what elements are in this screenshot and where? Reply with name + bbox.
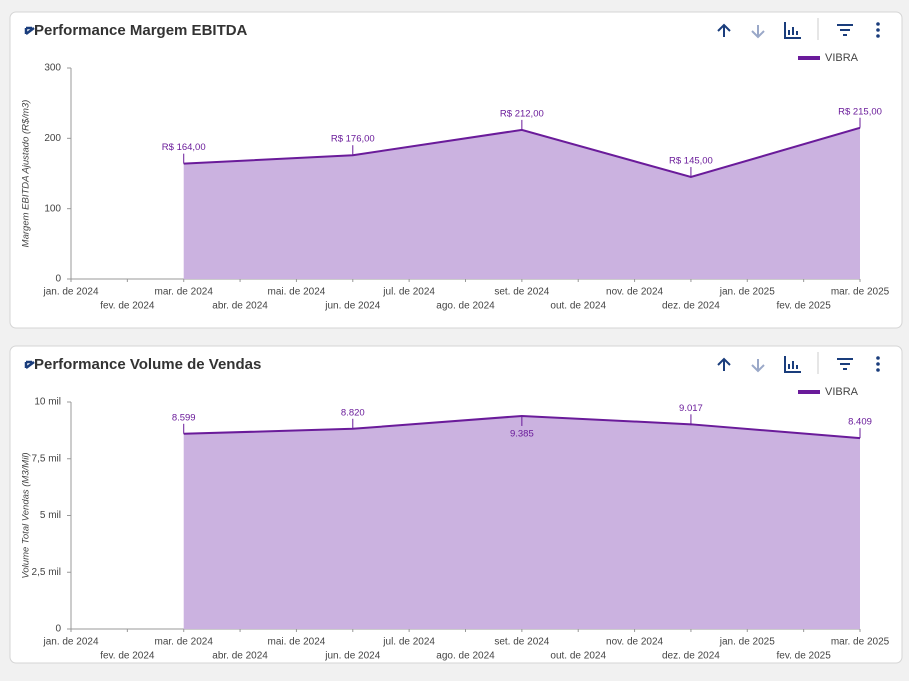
x-tick-label: fev. de 2024 bbox=[100, 301, 155, 312]
icon-chart[interactable] bbox=[784, 356, 801, 373]
y-tick-label: 100 bbox=[44, 203, 61, 214]
area bbox=[183, 127, 860, 280]
icon-back[interactable] bbox=[24, 360, 35, 369]
toolbar bbox=[24, 352, 880, 374]
x-tick-label: fev. de 2024 bbox=[100, 651, 155, 662]
data-label: R$ 215,00 bbox=[838, 106, 882, 117]
x-tick-label: mar. de 2024 bbox=[155, 637, 214, 648]
icon-drill-down[interactable] bbox=[751, 25, 765, 39]
x-tick-label: set. de 2024 bbox=[494, 287, 549, 298]
chart-title: Performance Volume de Vendas bbox=[34, 356, 261, 373]
x-tick-label: mar. de 2025 bbox=[831, 637, 890, 648]
x-tick-label: jan. de 2024 bbox=[42, 287, 98, 298]
icon-menu-dot[interactable] bbox=[876, 362, 880, 366]
icon-menu-dot[interactable] bbox=[876, 28, 880, 32]
y-axis-title: Volume Total Vendas (M3/Mil) bbox=[21, 452, 32, 578]
x-tick-label: fev. de 2025 bbox=[776, 651, 831, 662]
icon-drill-down[interactable] bbox=[751, 359, 765, 373]
icon-drill-up[interactable] bbox=[717, 357, 731, 371]
x-tick-label: mar. de 2025 bbox=[831, 287, 890, 298]
data-label: 9.017 bbox=[679, 403, 703, 414]
x-tick-label: jun. de 2024 bbox=[324, 301, 380, 312]
x-tick-label: jan. de 2025 bbox=[719, 637, 775, 648]
icon-filter[interactable] bbox=[837, 358, 853, 370]
x-tick-label: jan. de 2025 bbox=[719, 287, 775, 298]
x-tick-label: out. de 2024 bbox=[550, 301, 606, 312]
chart-title: Performance Margem EBITDA bbox=[34, 22, 248, 39]
y-axis-title: Margem EBITDA Ajustado (R$/m3) bbox=[21, 100, 32, 248]
area bbox=[183, 415, 860, 629]
x-tick-label: ago. de 2024 bbox=[436, 301, 495, 312]
x-tick-label: nov. de 2024 bbox=[606, 637, 664, 648]
x-tick-label: jun. de 2024 bbox=[324, 651, 380, 662]
x-tick-label: mai. de 2024 bbox=[268, 637, 326, 648]
y-tick-label: 0 bbox=[55, 624, 61, 635]
x-tick-label: jul. de 2024 bbox=[382, 287, 435, 298]
x-tick-label: fev. de 2025 bbox=[776, 301, 831, 312]
data-label: 9.385 bbox=[510, 428, 534, 439]
y-tick-label: 0 bbox=[55, 274, 61, 285]
x-tick-label: dez. de 2024 bbox=[662, 301, 720, 312]
x-tick-label: dez. de 2024 bbox=[662, 651, 720, 662]
y-tick-label: 7,5 mil bbox=[32, 453, 61, 464]
icon-menu-dot[interactable] bbox=[876, 368, 880, 372]
y-tick-label: 10 mil bbox=[34, 397, 61, 408]
icon-menu-dot[interactable] bbox=[876, 34, 880, 38]
data-label: R$ 176,00 bbox=[331, 134, 375, 145]
y-tick-label: 5 mil bbox=[40, 510, 61, 521]
x-tick-label: jul. de 2024 bbox=[382, 637, 435, 648]
x-tick-label: abr. de 2024 bbox=[212, 651, 268, 662]
toolbar bbox=[24, 18, 880, 40]
legend-label: VIBRA bbox=[825, 52, 859, 64]
y-tick-label: 2,5 mil bbox=[32, 567, 61, 578]
legend-swatch bbox=[798, 390, 820, 394]
legend-swatch bbox=[798, 56, 820, 60]
data-label: 8.599 bbox=[172, 412, 196, 423]
icon-menu-dot[interactable] bbox=[876, 22, 880, 26]
x-tick-label: mai. de 2024 bbox=[268, 287, 326, 298]
data-label: 8.409 bbox=[848, 417, 872, 428]
data-label: R$ 212,00 bbox=[500, 108, 544, 119]
legend-label: VIBRA bbox=[825, 386, 859, 398]
x-tick-label: abr. de 2024 bbox=[212, 301, 268, 312]
y-tick-label: 300 bbox=[44, 63, 61, 74]
x-tick-label: mar. de 2024 bbox=[155, 287, 214, 298]
icon-chart[interactable] bbox=[784, 22, 801, 39]
data-label: R$ 164,00 bbox=[162, 142, 206, 153]
x-tick-label: ago. de 2024 bbox=[436, 651, 495, 662]
x-tick-label: set. de 2024 bbox=[494, 637, 549, 648]
x-tick-label: out. de 2024 bbox=[550, 651, 606, 662]
icon-drill-up[interactable] bbox=[717, 23, 731, 37]
data-label: R$ 145,00 bbox=[669, 156, 713, 167]
data-label: 8.820 bbox=[341, 407, 365, 418]
x-tick-label: nov. de 2024 bbox=[606, 287, 664, 298]
y-tick-label: 200 bbox=[44, 133, 61, 144]
x-tick-label: jan. de 2024 bbox=[42, 637, 98, 648]
icon-back[interactable] bbox=[24, 26, 35, 35]
icon-menu-dot[interactable] bbox=[876, 356, 880, 360]
icon-filter[interactable] bbox=[837, 24, 853, 36]
